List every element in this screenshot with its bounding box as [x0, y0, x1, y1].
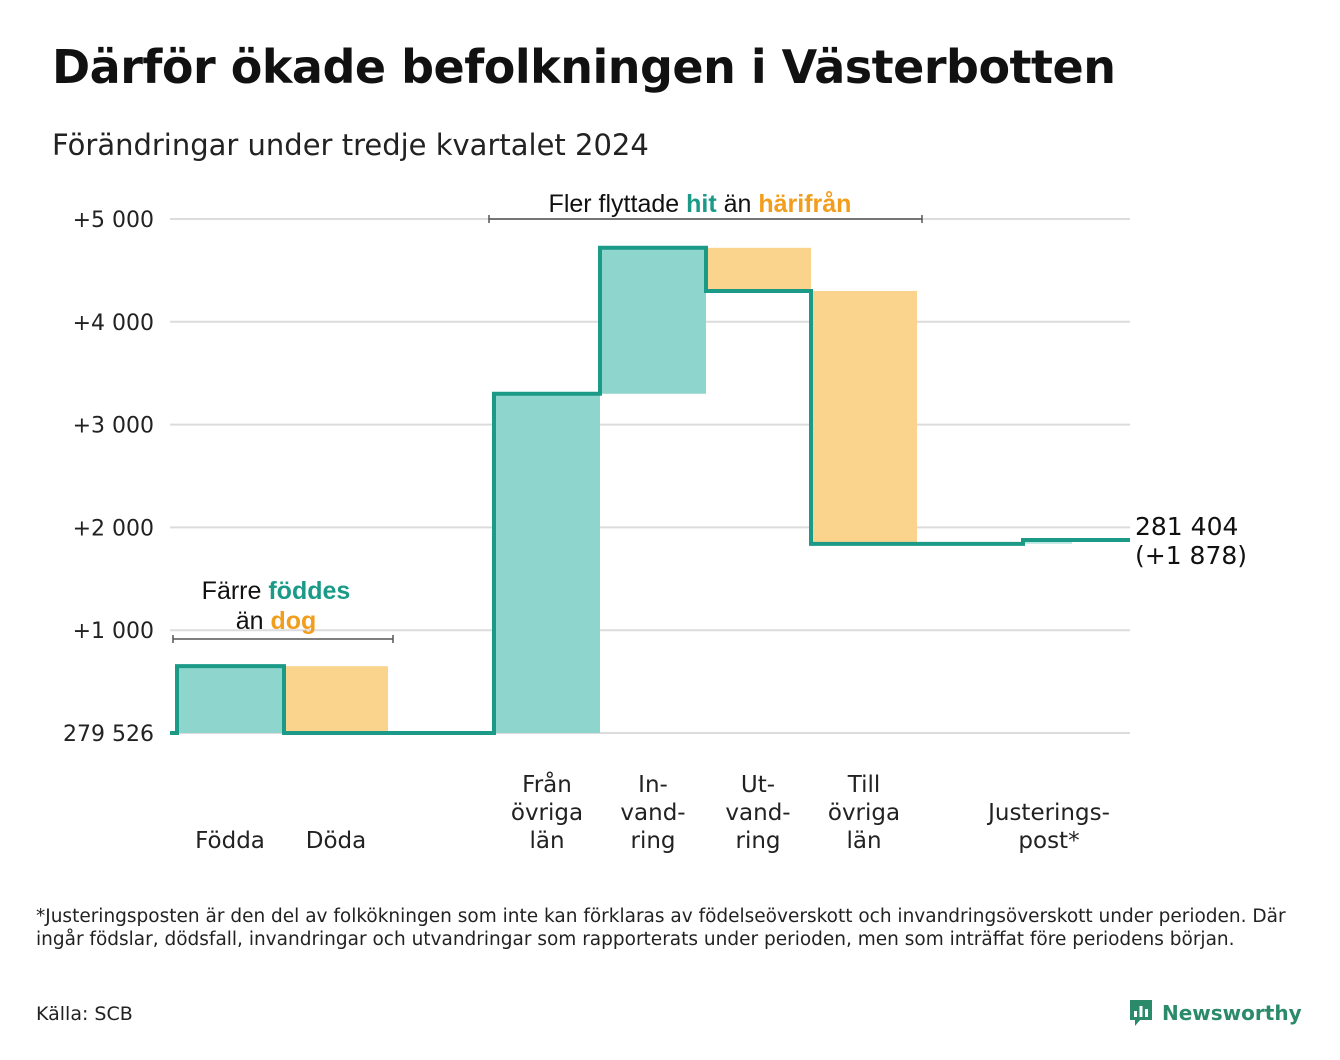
annotation-bracket [488, 215, 923, 223]
category-label: Justerings-post* [986, 800, 1110, 854]
y-tick-label: +4 000 [73, 311, 154, 336]
category-label: Födda [195, 828, 265, 854]
waterfall-bar [600, 247, 706, 394]
chart-title: Därför ökade befolkningen i Västerbotten [52, 40, 1116, 94]
waterfall-bar [494, 393, 600, 733]
waterfall-bar [706, 247, 811, 291]
footnote: *Justeringsposten är den del av folkökni… [36, 906, 1286, 950]
brand-logo[interactable]: Newsworthy [1128, 998, 1302, 1028]
source-label: Källa: SCB [36, 1003, 133, 1025]
category-label: In-vand-ring [620, 772, 685, 854]
cumulative-step-line [170, 245, 1130, 735]
newsworthy-logo-icon [1130, 1000, 1152, 1026]
y-tick-label: +3 000 [73, 414, 154, 439]
category-label: Från övriga län [511, 770, 583, 854]
annotation-births: Färre föddes [202, 577, 351, 605]
annotation-bracket [172, 635, 394, 643]
waterfall-chart: 279 526 +1 000 +2 000 +3 000 +4 000 +5 000 Föd… [63, 190, 1247, 854]
category-label: Ut-vand-ring [725, 772, 790, 854]
chart-subtitle: Förändringar under tredje kvartalet 2024 [52, 128, 649, 162]
y-tick-label: 279 526 [63, 722, 154, 747]
y-tick-label: +1 000 [73, 619, 154, 644]
y-tick-label: +5 000 [73, 208, 154, 233]
waterfall-bar [177, 666, 284, 733]
brand-name: Newsworthy [1162, 1001, 1302, 1025]
category-label: Döda [306, 828, 366, 854]
annotation-migration: Fler flyttade hit än härifrån [549, 190, 852, 218]
y-tick-label: +2 000 [73, 516, 154, 541]
waterfall-bar [284, 666, 388, 733]
waterfall-bar [811, 290, 917, 544]
annotation-births: än dog [236, 607, 317, 635]
category-label: Till övriga län [828, 772, 900, 854]
end-value-label: 281 404 (+1 878) [1135, 512, 1247, 570]
